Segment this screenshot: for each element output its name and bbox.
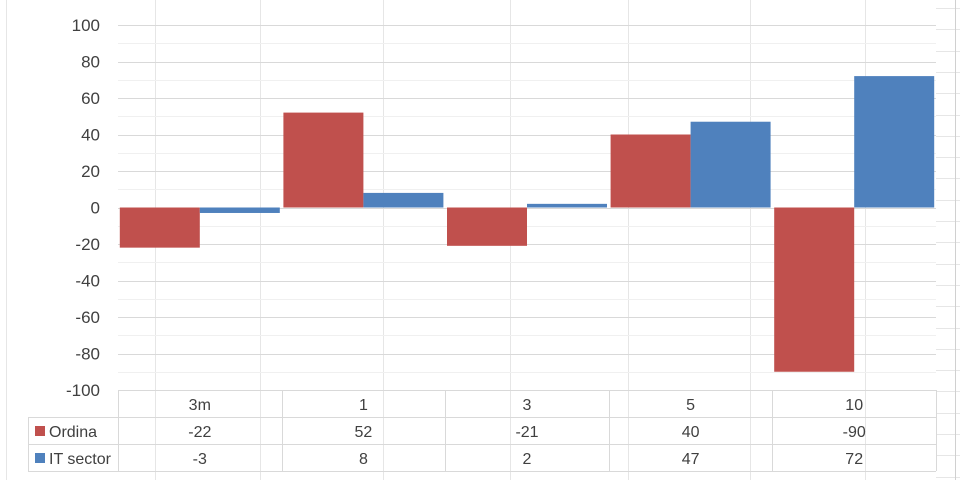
x-tick-label: 3m (189, 397, 211, 414)
bar-it-sector-5 (691, 122, 771, 208)
bar-ordina-10 (774, 208, 854, 372)
y-tick-label: -20 (75, 235, 100, 254)
plot-area: -100 -80 -60 -40 -20 0 20 40 60 80 100 (66, 16, 936, 400)
data-table: 3m 1 3 5 10 Ordina -22 52 -21 40 -90 IT sector -3 8 2 4… (28, 390, 937, 472)
data-label: -3 (193, 451, 207, 468)
x-tick-label: 1 (359, 397, 368, 414)
y-tick-label: -60 (75, 308, 100, 327)
bar-it-sector-10 (854, 76, 934, 207)
legend-label: Ordina (49, 424, 97, 441)
y-tick-label: 60 (81, 89, 100, 108)
data-label: 47 (682, 451, 700, 468)
y-tick-label: 20 (81, 162, 100, 181)
y-tick-label: -40 (75, 272, 100, 291)
data-label: -21 (515, 424, 538, 441)
x-tick-label: 10 (845, 397, 863, 414)
data-label: 8 (359, 451, 368, 468)
bar-ordina-1 (283, 113, 363, 208)
y-tick-label: 80 (81, 53, 100, 72)
y-tick-label: 100 (72, 16, 100, 35)
bar-it-sector-3m (200, 208, 280, 213)
y-tick-label: 40 (81, 126, 100, 145)
y-tick-label: -100 (66, 381, 100, 400)
data-label: 40 (682, 424, 700, 441)
bar-it-sector-1 (363, 193, 443, 208)
legend-key-ordina (35, 426, 45, 436)
x-tick-label: 3 (523, 397, 532, 414)
data-label: 72 (845, 451, 863, 468)
bar-ordina-5 (611, 135, 691, 208)
data-label: -22 (188, 424, 211, 441)
data-label: 2 (523, 451, 532, 468)
y-tick-label: -80 (75, 345, 100, 364)
bar-ordina-3m (120, 208, 200, 248)
data-label: -90 (843, 424, 866, 441)
bar-it-sector-3 (527, 204, 607, 208)
legend-key-it-sector (35, 453, 45, 463)
data-label: 52 (355, 424, 373, 441)
x-tick-label: 5 (686, 397, 695, 414)
bar-ordina-3 (447, 208, 527, 246)
legend-label: IT sector (49, 451, 112, 468)
y-tick-label: 0 (91, 199, 100, 218)
